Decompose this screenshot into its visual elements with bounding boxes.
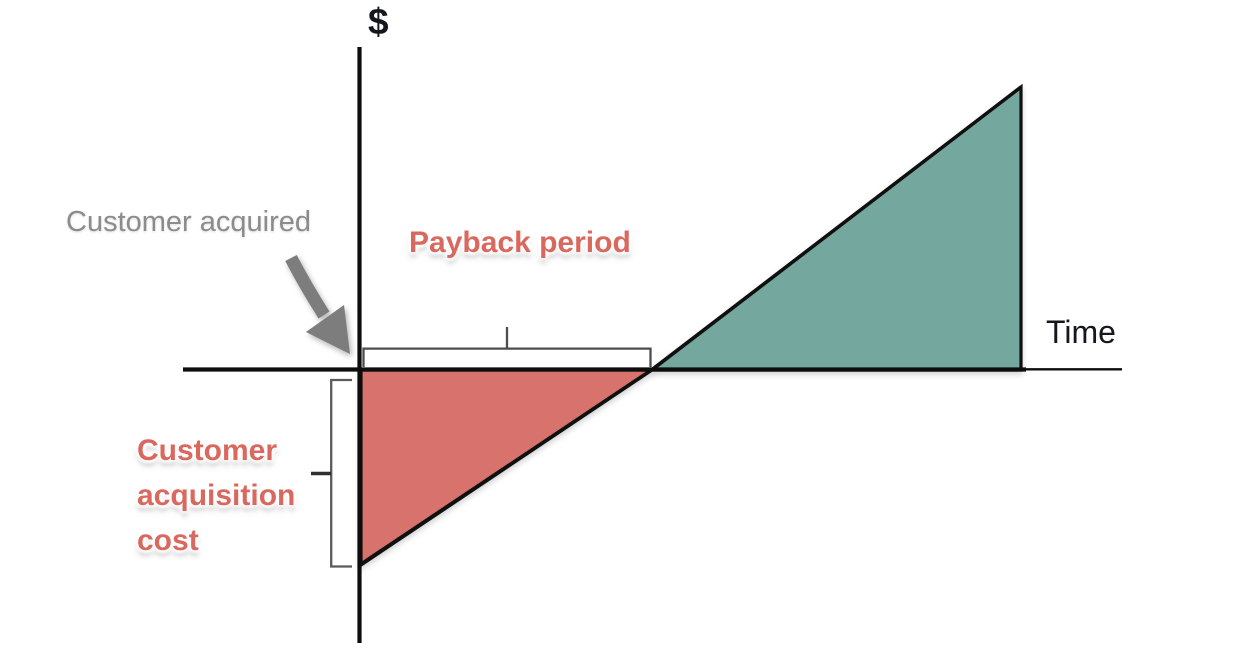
payback-period-bracket [362, 347, 652, 367]
cac-bracket [330, 378, 352, 568]
payback-period-label: Payback period [409, 226, 631, 259]
y-axis-label: $ [368, 1, 389, 42]
customer-acquisition-cost-label: Customer acquisition cost [137, 434, 296, 557]
customer-acquired-arrow-icon [285, 255, 350, 354]
customer-acquired-label: Customer acquired [66, 206, 311, 238]
x-axis-label: Time [1046, 314, 1116, 350]
revenue-line-loss-segment [360, 368, 653, 566]
revenue-line-profit-segment [650, 85, 1023, 371]
